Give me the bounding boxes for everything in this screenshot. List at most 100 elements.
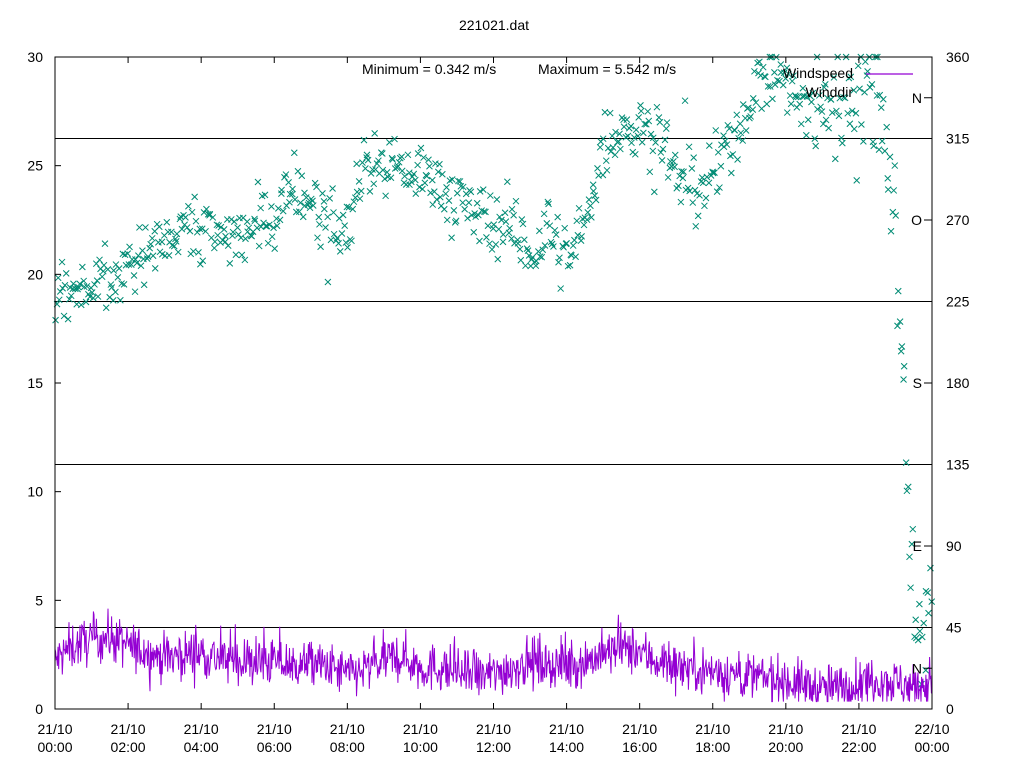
winddir-point: [887, 227, 895, 235]
winddir-point: [714, 148, 722, 156]
winddir-point: [58, 258, 66, 266]
winddir-point: [467, 188, 475, 196]
winddir-point: [713, 188, 721, 196]
winddir-point: [316, 220, 323, 228]
winddir-point: [75, 283, 82, 291]
winddir-point: [174, 248, 182, 256]
winddir-point: [311, 179, 319, 187]
winddir-point: [822, 116, 830, 124]
x-tick-label-time: 20:00: [768, 739, 803, 755]
winddir-point: [496, 213, 503, 221]
y-left-tick-label: 0: [35, 701, 43, 717]
winddir-point: [900, 376, 907, 383]
winddir-point: [486, 192, 494, 199]
winddir-point: [165, 251, 173, 259]
winddir-point: [689, 199, 697, 206]
winddir-point: [652, 139, 659, 146]
winddir-point: [387, 174, 395, 182]
winddir-point: [804, 116, 812, 124]
legend-label-winddir: Winddir: [806, 84, 854, 100]
winddir-point: [536, 253, 544, 260]
winddir-point: [445, 197, 453, 204]
winddir-point: [510, 211, 517, 219]
winddir-point: [163, 218, 171, 226]
winddir-point: [908, 540, 916, 548]
winddir-point: [884, 175, 892, 182]
winddir-point: [279, 207, 287, 215]
winddir-point: [563, 240, 570, 247]
winddir-point: [771, 81, 779, 88]
winddir-point: [599, 135, 607, 143]
winddir-point: [662, 125, 670, 132]
winddir-point: [688, 165, 696, 172]
minimum-annotation: Minimum = 0.342 m/s: [362, 61, 496, 77]
winddir-point: [324, 278, 332, 286]
winddir-point: [879, 95, 887, 103]
winddir-point: [220, 226, 228, 233]
winddir-point: [378, 150, 386, 157]
winddir-point: [506, 224, 513, 232]
winddir-point: [255, 242, 263, 250]
winddir-point: [251, 217, 259, 225]
winddir-point: [125, 261, 133, 268]
winddir-point: [884, 186, 892, 193]
winddir-point: [149, 252, 157, 260]
winddir-point: [338, 230, 346, 237]
winddir-point: [525, 252, 533, 259]
winddir-point: [440, 205, 448, 213]
winddir-point: [353, 160, 360, 168]
winddir-point: [291, 196, 299, 203]
winddir-point: [833, 107, 840, 115]
winddir-point: [671, 163, 678, 171]
winddir-point: [560, 243, 567, 251]
winddir-point: [627, 122, 635, 130]
winddir-point: [99, 267, 107, 275]
winddir-point: [554, 213, 562, 221]
winddir-point: [903, 487, 911, 495]
winddir-point: [488, 246, 496, 253]
winddir-point: [320, 205, 328, 213]
winddir-point: [808, 98, 815, 106]
winddir-point: [295, 208, 303, 215]
winddir-point: [771, 69, 778, 76]
winddir-point: [476, 237, 483, 245]
winddir-point: [285, 179, 292, 186]
winddir-point: [329, 185, 336, 192]
winddir-point: [298, 172, 306, 180]
winddir-point: [712, 127, 720, 134]
winddir-point: [248, 232, 256, 240]
winddir-point: [661, 136, 669, 144]
winddir-point: [426, 162, 433, 170]
winddir-point: [645, 117, 653, 125]
y-right-tick-label: 315: [946, 131, 970, 147]
winddir-point: [494, 255, 502, 263]
winddir-point: [257, 204, 265, 212]
y-right-tick-label: 270: [946, 212, 970, 228]
winddir-point: [348, 237, 355, 245]
winddir-point: [406, 181, 413, 189]
winddir-point: [110, 267, 118, 274]
winddir-point: [721, 137, 729, 145]
winddir-point: [288, 190, 296, 198]
winddir-point: [790, 72, 797, 79]
winddir-point: [569, 242, 577, 249]
winddir-point: [512, 197, 520, 205]
winddir-point: [612, 128, 619, 136]
winddir-point: [353, 188, 361, 196]
winddir-point: [782, 75, 790, 82]
winddir-point: [797, 120, 805, 128]
winddir-point: [114, 274, 122, 281]
y-left-tick-label: 20: [27, 266, 43, 282]
winddir-point: [499, 231, 507, 238]
winddir-point: [425, 156, 432, 164]
winddir-point: [429, 201, 437, 208]
winddir-point: [838, 134, 845, 142]
windspeed-line: [54, 608, 933, 703]
x-tick-label-date: 21/10: [622, 721, 657, 737]
winddir-point: [423, 172, 431, 180]
winddir-point: [756, 58, 763, 66]
winddir-point: [448, 234, 455, 242]
winddir-point: [574, 231, 582, 239]
winddir-point: [434, 168, 442, 176]
winddir-point: [896, 318, 904, 325]
